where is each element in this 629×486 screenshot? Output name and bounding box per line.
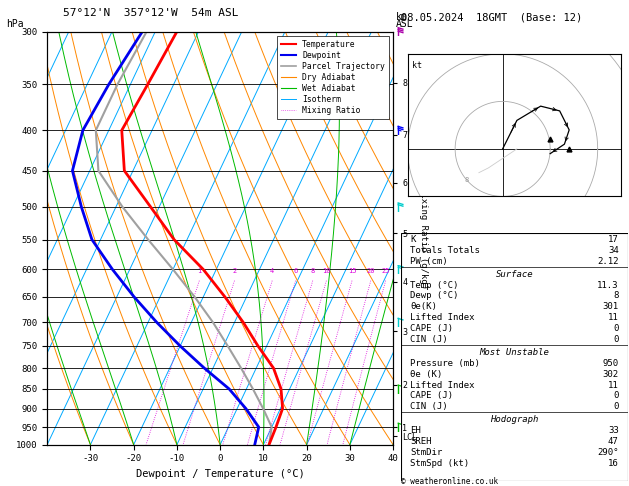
Y-axis label: Mixing Ratio (g/kg): Mixing Ratio (g/kg) xyxy=(420,187,428,289)
Text: 08.05.2024  18GMT  (Base: 12): 08.05.2024 18GMT (Base: 12) xyxy=(401,12,582,22)
Text: Surface: Surface xyxy=(496,270,533,278)
Text: © weatheronline.co.uk: © weatheronline.co.uk xyxy=(401,477,498,486)
Text: km: km xyxy=(396,12,408,22)
Text: 950: 950 xyxy=(603,359,619,368)
Text: Pressure (mb): Pressure (mb) xyxy=(410,359,480,368)
Text: 16: 16 xyxy=(608,459,619,468)
Text: Temp (°C): Temp (°C) xyxy=(410,280,459,290)
Text: 25: 25 xyxy=(381,268,390,274)
Text: 4: 4 xyxy=(270,268,274,274)
Text: 47: 47 xyxy=(608,437,619,446)
Text: 10: 10 xyxy=(322,268,331,274)
Text: 1: 1 xyxy=(198,268,201,274)
Text: PW (cm): PW (cm) xyxy=(410,257,448,266)
Text: 57°12'N  357°12'W  54m ASL: 57°12'N 357°12'W 54m ASL xyxy=(63,8,238,18)
Text: Lifted Index: Lifted Index xyxy=(410,313,475,322)
Text: 17: 17 xyxy=(608,235,619,244)
Text: 11.3: 11.3 xyxy=(597,280,619,290)
Text: 0: 0 xyxy=(613,335,619,344)
Text: 2: 2 xyxy=(232,268,237,274)
Text: 20: 20 xyxy=(367,268,375,274)
Text: 11: 11 xyxy=(608,381,619,390)
Text: CIN (J): CIN (J) xyxy=(410,335,448,344)
Text: 11: 11 xyxy=(608,313,619,322)
Text: Totals Totals: Totals Totals xyxy=(410,246,480,255)
Text: θe(K): θe(K) xyxy=(410,302,437,312)
Text: hPa: hPa xyxy=(6,19,24,29)
Text: 8: 8 xyxy=(465,177,469,183)
X-axis label: Dewpoint / Temperature (°C): Dewpoint / Temperature (°C) xyxy=(136,469,304,479)
Text: CAPE (J): CAPE (J) xyxy=(410,324,454,333)
Text: 15: 15 xyxy=(348,268,356,274)
Text: kt: kt xyxy=(413,61,422,70)
Text: 0: 0 xyxy=(613,324,619,333)
Text: 33: 33 xyxy=(608,426,619,435)
Text: Most Unstable: Most Unstable xyxy=(479,348,550,357)
Text: 34: 34 xyxy=(608,246,619,255)
Text: 302: 302 xyxy=(603,370,619,379)
Text: CIN (J): CIN (J) xyxy=(410,402,448,411)
Text: 290°: 290° xyxy=(597,448,619,457)
Text: StmDir: StmDir xyxy=(410,448,443,457)
Text: Dewp (°C): Dewp (°C) xyxy=(410,292,459,300)
Text: EH: EH xyxy=(410,426,421,435)
Legend: Temperature, Dewpoint, Parcel Trajectory, Dry Adiabat, Wet Adiabat, Isotherm, Mi: Temperature, Dewpoint, Parcel Trajectory… xyxy=(277,35,389,119)
Text: 0: 0 xyxy=(613,402,619,411)
Text: 2.12: 2.12 xyxy=(597,257,619,266)
Text: StmSpd (kt): StmSpd (kt) xyxy=(410,459,469,468)
Text: 8: 8 xyxy=(311,268,315,274)
Text: CAPE (J): CAPE (J) xyxy=(410,391,454,400)
Text: θe (K): θe (K) xyxy=(410,370,443,379)
Text: Lifted Index: Lifted Index xyxy=(410,381,475,390)
Text: K: K xyxy=(410,235,416,244)
Text: SREH: SREH xyxy=(410,437,432,446)
Text: 8: 8 xyxy=(613,292,619,300)
Text: 6: 6 xyxy=(293,268,298,274)
Text: Hodograph: Hodograph xyxy=(491,416,538,424)
Text: 0: 0 xyxy=(613,391,619,400)
Text: 301: 301 xyxy=(603,302,619,312)
Text: ASL: ASL xyxy=(396,19,414,29)
